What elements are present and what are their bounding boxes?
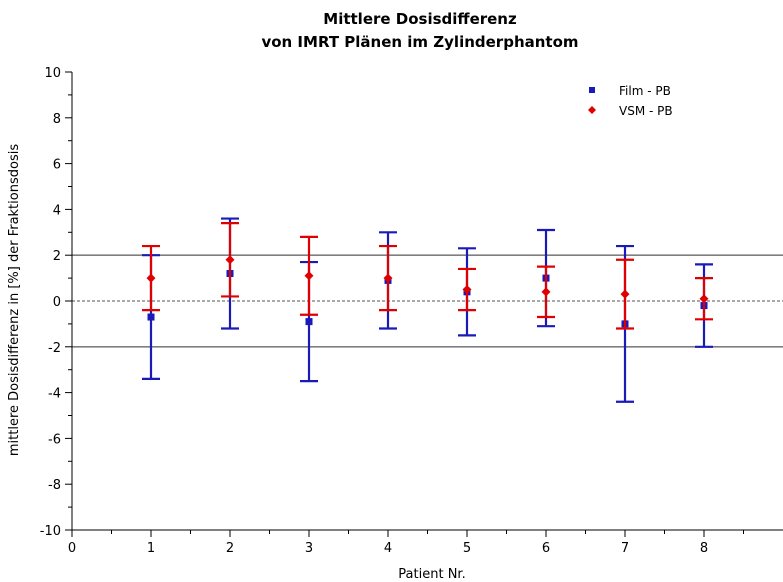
chart-title-line-1: Mittlere Dosisdifferenz xyxy=(323,10,517,28)
y-tick-label: 8 xyxy=(53,112,61,127)
legend: Film - PB VSM - PB xyxy=(588,84,673,118)
x-axis-label: Patient Nr. xyxy=(398,567,465,582)
data-point-vsm-pb xyxy=(620,289,630,299)
y-tick-label: 4 xyxy=(53,203,61,218)
y-tick-label: 0 xyxy=(53,295,61,310)
x-tick-label: 3 xyxy=(305,541,313,556)
data-point-film-pb xyxy=(147,313,155,321)
chart-title-line-2: von IMRT Plänen im Zylinderphantom xyxy=(261,33,578,51)
y-tick-label: 6 xyxy=(53,158,61,173)
y-tick-label: 10 xyxy=(44,66,61,81)
x-tick-label: 2 xyxy=(226,541,234,556)
data-point-vsm-pb xyxy=(304,271,314,281)
y-tick-label: -8 xyxy=(48,478,61,493)
y-tick-label: -2 xyxy=(48,341,61,356)
x-tick-label: 5 xyxy=(463,541,471,556)
x-tick-label: 8 xyxy=(700,541,708,556)
data-point-vsm-pb xyxy=(462,285,472,295)
x-tick-label: 1 xyxy=(147,541,155,556)
legend-marker-film-pb xyxy=(589,87,595,93)
legend-label-vsm-pb: VSM - PB xyxy=(619,104,673,118)
data-point-vsm-pb xyxy=(699,294,709,304)
data-point-vsm-pb xyxy=(225,255,235,265)
y-axis-label: mittlere Dosisdifferenz in [%] der Frakt… xyxy=(7,144,22,456)
y-tick-label: -10 xyxy=(40,524,61,539)
data-point-film-pb xyxy=(305,318,313,326)
data-series xyxy=(142,217,713,403)
data-point-vsm-pb xyxy=(383,273,393,283)
x-tick-label: 6 xyxy=(542,541,550,556)
reference-lines xyxy=(72,254,783,348)
y-tick-label: 2 xyxy=(53,249,61,264)
y-tick-label: -4 xyxy=(48,387,61,402)
x-tick-label: 4 xyxy=(384,541,392,556)
data-point-vsm-pb xyxy=(541,287,551,297)
x-tick-label: 0 xyxy=(68,541,76,556)
legend-marker-vsm-pb xyxy=(588,106,596,114)
legend-label-film-pb: Film - PB xyxy=(619,84,671,98)
x-tick-label: 7 xyxy=(621,541,629,556)
data-point-vsm-pb xyxy=(146,273,156,283)
tick-marks: -10 -8 -6 -4 -2 0 2 4 6 8 10 0 1 2 3 4 5 6 7 8 xyxy=(40,66,744,556)
y-tick-label: -6 xyxy=(48,432,61,447)
